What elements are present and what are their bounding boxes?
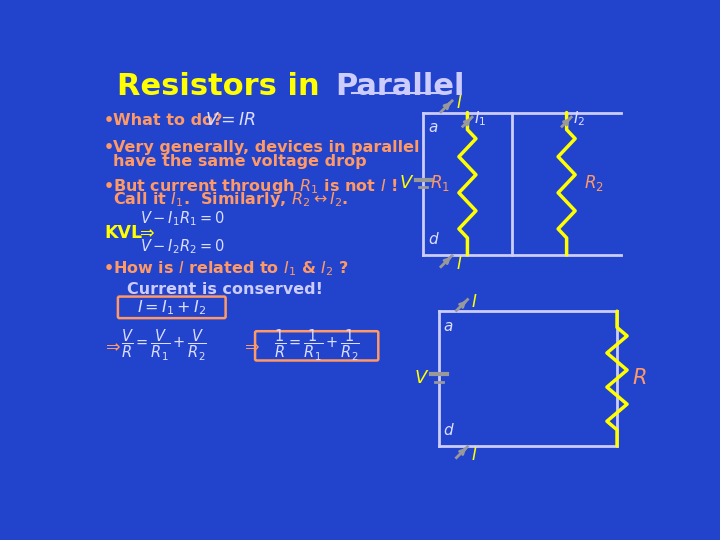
Text: $I$: $I$: [456, 94, 462, 112]
Text: $R$: $R$: [632, 368, 647, 388]
Text: $I_1$: $I_1$: [474, 109, 486, 128]
Text: $R_1$: $R_1$: [431, 173, 451, 193]
Text: a: a: [444, 319, 453, 334]
Text: KVL: KVL: [104, 224, 142, 242]
Text: $\dfrac{V}{R} = \dfrac{V}{R_1} + \dfrac{V}{R_2}$: $\dfrac{V}{R} = \dfrac{V}{R_1} + \dfrac{…: [121, 328, 207, 363]
Text: •: •: [104, 113, 114, 128]
Text: $I = I_1 + I_2$: $I = I_1 + I_2$: [137, 298, 206, 316]
Text: $I$: $I$: [472, 293, 478, 311]
Text: d: d: [444, 423, 453, 438]
Text: $V$: $V$: [414, 369, 429, 387]
Text: $\dfrac{1}{R} = \dfrac{1}{R_1} + \dfrac{1}{R_2}$: $\dfrac{1}{R} = \dfrac{1}{R_1} + \dfrac{…: [274, 328, 360, 363]
Text: Parallel: Parallel: [336, 72, 464, 101]
Text: But current through $R_1$ is not $I$ !: But current through $R_1$ is not $I$ !: [113, 177, 397, 196]
Text: Resistors in: Resistors in: [117, 72, 330, 101]
Text: have the same voltage drop: have the same voltage drop: [113, 154, 367, 170]
Text: $\Rightarrow$: $\Rightarrow$: [137, 224, 156, 242]
Text: $I$: $I$: [472, 446, 478, 464]
Text: Very generally, devices in parallel: Very generally, devices in parallel: [113, 140, 420, 156]
Text: •: •: [104, 140, 114, 156]
Text: $\Rightarrow$: $\Rightarrow$: [102, 337, 121, 355]
Text: $V = IR$: $V = IR$: [204, 111, 256, 129]
Text: •: •: [104, 261, 114, 276]
Text: a: a: [428, 120, 437, 135]
Text: d: d: [428, 232, 438, 247]
Text: How is $I$ related to $I_1$ & $I_2$ ?: How is $I$ related to $I_1$ & $I_2$ ?: [113, 260, 349, 278]
Text: $I$: $I$: [456, 255, 462, 273]
Text: Current is conserved!: Current is conserved!: [127, 282, 323, 297]
Text: $\Rightarrow$: $\Rightarrow$: [241, 337, 260, 355]
Text: $V - I_2R_2 = 0$: $V - I_2R_2 = 0$: [140, 237, 225, 256]
Text: $V$: $V$: [399, 174, 414, 192]
Text: $R_2$: $R_2$: [584, 173, 603, 193]
Text: What to do?: What to do?: [113, 113, 222, 128]
Text: $V - I_1R_1 = 0$: $V - I_1R_1 = 0$: [140, 210, 225, 228]
Text: Call it $I_1$.  Similarly, $R_2 \leftrightarrow I_2$.: Call it $I_1$. Similarly, $R_2 \leftrigh…: [113, 190, 348, 209]
Text: •: •: [104, 179, 114, 194]
Text: $I_2$: $I_2$: [573, 109, 585, 128]
